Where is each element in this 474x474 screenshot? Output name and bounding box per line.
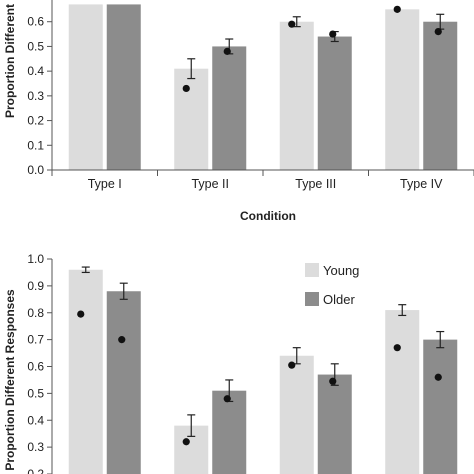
data-point	[329, 377, 337, 385]
data-point	[182, 84, 190, 93]
data-point	[288, 361, 296, 369]
y-tick-label: 1.0	[27, 252, 44, 266]
data-point	[223, 395, 231, 403]
y-tick-label: 0.0	[27, 163, 44, 177]
data-point	[288, 20, 296, 28]
legend-swatch	[305, 263, 319, 277]
y-tick-label: 0.3	[27, 89, 44, 103]
bar	[317, 374, 352, 474]
bar	[279, 21, 314, 171]
y-tick-label: 0.6	[27, 15, 44, 29]
y-tick-label: 0.9	[27, 279, 44, 293]
y-tick-label: 0.5	[27, 386, 44, 400]
data-point	[434, 28, 442, 36]
data-point	[118, 336, 126, 344]
error-bar	[187, 414, 196, 437]
y-tick-label: 0.7	[27, 333, 44, 347]
x-axis-title: Condition	[240, 209, 296, 223]
bar	[423, 339, 458, 474]
y-tick-label: 0.6	[27, 360, 44, 374]
data-point	[77, 310, 85, 318]
x-tick-label: Type I	[88, 177, 122, 191]
bar	[68, 269, 103, 474]
bar	[385, 9, 420, 170]
y-tick-label: 0.2	[27, 467, 44, 474]
bar	[279, 355, 314, 474]
y-tick-label: 0.3	[27, 440, 44, 454]
legend-label: Older	[323, 292, 355, 307]
legend-label: Young	[323, 263, 359, 278]
y-axis-title: Proportion Different Responses	[3, 289, 17, 471]
error-bar	[398, 304, 407, 317]
x-tick-label: Type III	[295, 177, 336, 191]
y-tick-label: 0.4	[27, 413, 44, 427]
error-bar	[119, 282, 128, 300]
data-point	[223, 47, 231, 55]
data-point	[329, 30, 337, 38]
bar	[106, 291, 141, 474]
data-point	[393, 5, 401, 13]
bar	[317, 36, 352, 170]
bar	[212, 46, 247, 170]
y-tick-label: 0.2	[27, 114, 44, 128]
error-bar	[187, 58, 196, 80]
error-bar	[436, 330, 445, 349]
error-bar	[81, 266, 90, 274]
bar	[423, 21, 458, 171]
chart-bottom: 0.2 0.3 0.4 0.5 0.6 0.7 0.8 0.9 1.0 Proportion Di…	[3, 252, 458, 474]
y-tick-label: 0.4	[27, 64, 44, 78]
y-tick-label: 0.1	[27, 138, 44, 152]
data-point	[182, 438, 190, 446]
bar	[106, 4, 141, 170]
chart-top: 0.0 0.1 0.2 0.3 0.4 0.5 0.6 Type I Type II Type I…	[3, 0, 474, 223]
bar	[385, 310, 420, 474]
data-point	[434, 373, 442, 381]
x-tick-label: Type II	[191, 177, 229, 191]
y-tick-label: 0.8	[27, 306, 44, 320]
x-tick-label: Type IV	[400, 177, 443, 191]
y-tick-label: 0.5	[27, 39, 44, 53]
bar	[174, 68, 209, 170]
bar	[212, 390, 247, 474]
y-axis-title: Proportion Different R	[3, 0, 17, 118]
legend-swatch	[305, 292, 319, 306]
bar	[68, 4, 103, 170]
data-point	[393, 344, 401, 352]
